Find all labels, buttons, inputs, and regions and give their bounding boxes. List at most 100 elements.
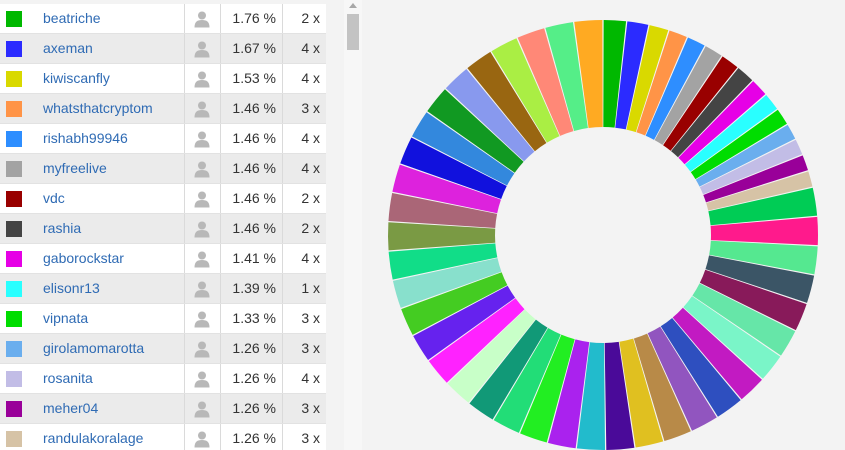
donut-slice[interactable] <box>604 341 635 450</box>
donut-slice[interactable] <box>520 334 575 443</box>
donut-slice[interactable] <box>619 338 664 448</box>
donut-slice[interactable] <box>615 21 649 130</box>
donut-slice[interactable] <box>411 112 515 186</box>
percent-value: 1.46 % <box>232 220 276 236</box>
donut-slice[interactable] <box>672 307 762 400</box>
username-link[interactable]: gaborockstar <box>43 250 124 266</box>
percent-value: 1.46 % <box>232 190 276 206</box>
column-divider <box>282 124 283 153</box>
donut-slice[interactable] <box>517 28 574 136</box>
donut-slice[interactable] <box>547 339 590 449</box>
count-value: 2 x <box>301 190 320 206</box>
donut-slice[interactable] <box>392 164 501 214</box>
count-value: 3 x <box>301 340 320 356</box>
column-divider <box>184 304 185 333</box>
donut-slice[interactable] <box>445 68 535 162</box>
scrollbar[interactable] <box>344 0 362 450</box>
username-link[interactable]: axeman <box>43 40 93 56</box>
table-row: axeman 1.67 % 4 x <box>0 34 326 64</box>
donut-slice[interactable] <box>388 222 496 251</box>
username-link[interactable]: vdc <box>43 190 65 206</box>
column-divider <box>282 424 283 450</box>
column-divider <box>282 304 283 333</box>
count-value: 4 x <box>301 160 320 176</box>
donut-slice[interactable] <box>706 171 813 211</box>
column-divider <box>184 154 185 183</box>
donut-slice[interactable] <box>654 46 722 145</box>
username-link[interactable]: girolamomarotta <box>43 340 145 356</box>
column-divider <box>184 184 185 213</box>
column-divider <box>282 154 283 183</box>
donut-slice[interactable] <box>645 37 705 140</box>
username-link[interactable]: rashia <box>43 220 82 236</box>
donut-slice[interactable] <box>663 56 738 151</box>
donut-slice[interactable] <box>705 255 815 303</box>
donut-slice[interactable] <box>683 296 781 379</box>
donut-slice[interactable] <box>467 51 547 152</box>
donut-slice[interactable] <box>660 317 741 417</box>
donut-slice[interactable] <box>699 269 807 331</box>
table-row: vdc 1.46 % 2 x <box>0 184 326 214</box>
username-link[interactable]: kiwiscanfly <box>43 70 110 86</box>
donut-slice[interactable] <box>647 326 717 431</box>
donut-slice[interactable] <box>684 95 778 172</box>
username-link[interactable]: randulakoralage <box>43 430 144 446</box>
column-divider <box>282 184 283 213</box>
donut-slice[interactable] <box>603 20 627 128</box>
donut-slice[interactable] <box>491 38 560 143</box>
column-divider <box>282 64 283 93</box>
scroll-up-arrow-icon[interactable] <box>349 3 357 8</box>
donut-slice[interactable] <box>703 155 808 203</box>
donut-slice[interactable] <box>545 22 588 131</box>
donut-slice[interactable] <box>447 309 536 403</box>
donut-slice[interactable] <box>710 216 818 246</box>
donut-slice[interactable] <box>413 285 516 360</box>
user-avatar-icon <box>193 220 211 238</box>
username-link[interactable]: meher04 <box>43 400 99 416</box>
percent-value: 1.41 % <box>232 250 276 266</box>
donut-slice[interactable] <box>690 109 787 180</box>
table-row: gaborockstar 1.41 % 4 x <box>0 244 326 274</box>
donut-slice[interactable] <box>388 243 498 280</box>
column-divider <box>220 124 221 153</box>
username-link[interactable]: elisonr13 <box>43 280 100 296</box>
donut-slice[interactable] <box>388 193 498 228</box>
donut-slice[interactable] <box>695 124 796 187</box>
donut-slice[interactable] <box>401 272 508 335</box>
username-link[interactable]: beatriche <box>43 10 101 26</box>
column-divider <box>184 274 185 303</box>
username-link[interactable]: vipnata <box>43 310 89 326</box>
table-row: kiwiscanfly 1.53 % 4 x <box>0 64 326 94</box>
donut-slice[interactable] <box>708 187 818 226</box>
donut-slice[interactable] <box>709 240 818 275</box>
donut-slice[interactable] <box>626 25 669 133</box>
donut-slice[interactable] <box>678 81 766 165</box>
column-divider <box>220 424 221 450</box>
donut-slice[interactable] <box>699 139 803 195</box>
donut-slice[interactable] <box>576 342 606 450</box>
donut-slice[interactable] <box>400 137 507 200</box>
donut-slice[interactable] <box>636 30 687 136</box>
donut-slice[interactable] <box>574 20 603 128</box>
column-divider <box>220 244 221 273</box>
color-swatch <box>6 131 22 147</box>
username-link[interactable]: rosanita <box>43 370 93 386</box>
column-divider <box>220 154 221 183</box>
donut-slice[interactable] <box>692 283 796 356</box>
count-value: 3 x <box>301 100 320 116</box>
username-link[interactable]: rishabh99946 <box>43 130 128 146</box>
column-divider <box>220 94 221 123</box>
username-link[interactable]: whatsthatcryptom <box>43 100 153 116</box>
donut-slice[interactable] <box>633 333 691 442</box>
donut-slice[interactable] <box>671 68 753 158</box>
column-divider <box>220 334 221 363</box>
percent-value: 1.33 % <box>232 310 276 326</box>
donut-slice[interactable] <box>469 319 548 420</box>
donut-slice[interactable] <box>392 258 502 308</box>
donut-slice[interactable] <box>493 328 561 433</box>
scrollbar-thumb[interactable] <box>347 14 359 50</box>
donut-slice[interactable] <box>427 89 524 173</box>
column-divider <box>282 364 283 393</box>
donut-slice[interactable] <box>428 298 525 383</box>
username-link[interactable]: myfreelive <box>43 160 107 176</box>
